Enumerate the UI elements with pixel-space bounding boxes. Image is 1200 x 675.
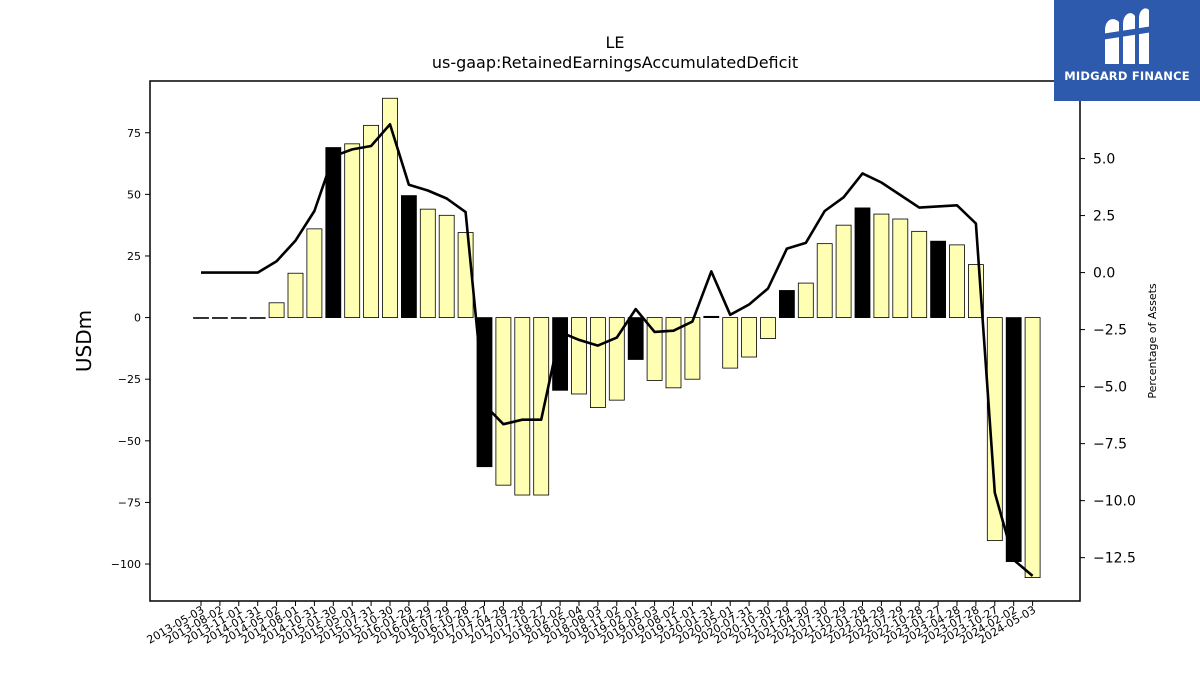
y-axis-label: USDm (72, 310, 96, 372)
bar (306, 228, 323, 318)
brand-logo: MIDGARD FINANCE (1054, 0, 1200, 101)
y-tick-label: −25 (118, 373, 141, 386)
y-tick-label: 0 (134, 312, 141, 325)
bar (835, 224, 852, 318)
bar (722, 317, 739, 369)
bar (438, 214, 455, 318)
bar (911, 230, 928, 318)
bar (514, 317, 531, 496)
y2-tick-label: 0.0 (1093, 266, 1115, 282)
bar (230, 317, 247, 319)
bar (816, 243, 833, 318)
bar (930, 240, 946, 318)
bar (287, 272, 304, 318)
bar (854, 207, 871, 318)
bar (760, 317, 776, 339)
y-tick-label: 25 (127, 250, 141, 263)
bar (627, 317, 644, 360)
bar (949, 244, 965, 318)
bar (533, 317, 550, 496)
bar (590, 317, 606, 408)
y2-tick-label: −12.5 (1093, 551, 1136, 567)
series-line (201, 123, 1034, 577)
bar (986, 317, 1003, 542)
y2-tick-label: −5.0 (1093, 380, 1127, 396)
y-tick-label: 75 (127, 127, 141, 140)
bar (797, 282, 814, 318)
bar (211, 317, 228, 319)
bar (419, 208, 436, 318)
bar (552, 317, 568, 391)
midgard-m-logo-icon (1101, 8, 1153, 65)
y2-tick-label: −2.5 (1093, 323, 1127, 339)
bar (779, 290, 795, 318)
bar (703, 315, 720, 318)
bar (1005, 317, 1022, 562)
y2-tick-label: 2.5 (1093, 209, 1115, 225)
axes-layer: −100 −75 −50 −25 0 25 50 75 −12.5 −10.0 −7.5 −5.0 −2… (111, 80, 1136, 647)
bars-layer (193, 97, 1041, 578)
chart-title: LE (605, 33, 624, 52)
bar (684, 317, 701, 380)
bar (646, 317, 663, 381)
bar (741, 317, 757, 358)
bar (571, 317, 587, 395)
y-tick-label: −75 (118, 496, 141, 509)
y2-axis-label: Percentage of Assets (1146, 283, 1159, 399)
bar (873, 213, 890, 318)
y-tick-label: −100 (111, 558, 141, 571)
bar (892, 218, 909, 318)
bar (344, 143, 361, 318)
y2-tick-label: 5.0 (1093, 152, 1115, 168)
bar (495, 317, 512, 486)
brand-name: MIDGARD FINANCE (1064, 69, 1190, 83)
chart-subtitle: us-gaap:RetainedEarningsAccumulatedDefic… (432, 53, 798, 72)
plot-frame (149, 80, 1081, 602)
y-tick-label: −50 (118, 435, 141, 448)
bar (268, 302, 285, 318)
y2-tick-label: −7.5 (1093, 437, 1127, 453)
line-layer (201, 123, 1034, 577)
bar (249, 317, 266, 319)
y2-tick-label: −10.0 (1093, 494, 1136, 510)
bar (1024, 317, 1041, 578)
bar (193, 317, 209, 319)
y-tick-label: 50 (127, 188, 141, 201)
bar (665, 317, 682, 389)
bar (400, 195, 417, 318)
bar (363, 124, 380, 318)
bar (325, 147, 342, 318)
bar (382, 97, 398, 318)
